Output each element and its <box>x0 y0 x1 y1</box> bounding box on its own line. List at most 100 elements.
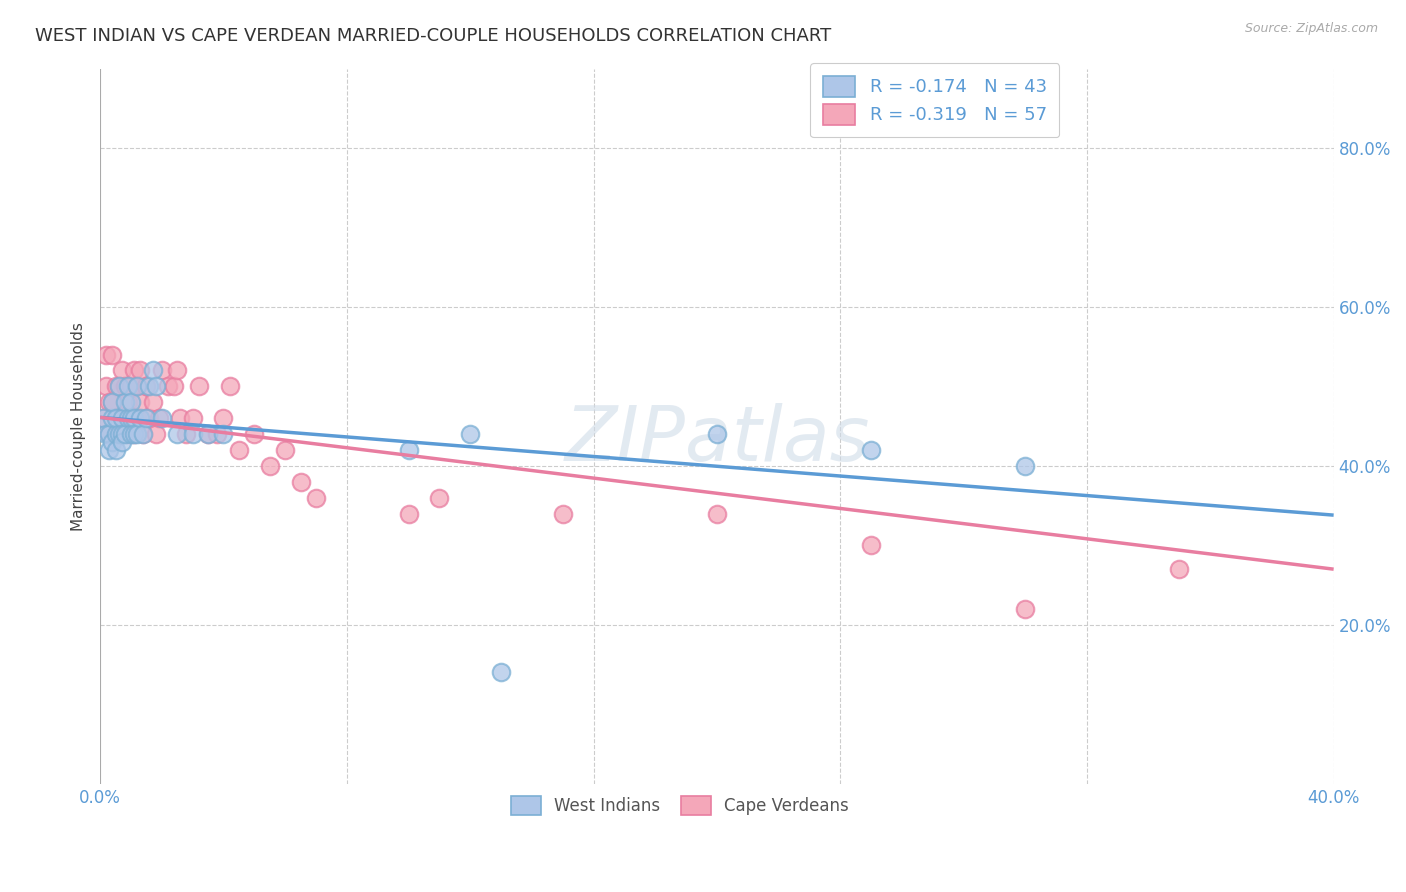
Point <box>458 427 481 442</box>
Point <box>166 427 188 442</box>
Point <box>218 379 240 393</box>
Point <box>129 411 152 425</box>
Point <box>98 442 121 457</box>
Point <box>860 538 883 552</box>
Point <box>181 427 204 442</box>
Point <box>127 411 149 425</box>
Y-axis label: Married-couple Households: Married-couple Households <box>72 322 86 531</box>
Point <box>706 507 728 521</box>
Point <box>129 395 152 409</box>
Point <box>176 427 198 442</box>
Point <box>138 411 160 425</box>
Point <box>96 379 118 393</box>
Point <box>145 379 167 393</box>
Point <box>122 427 145 442</box>
Point <box>117 411 139 425</box>
Point <box>197 427 219 442</box>
Point <box>259 458 281 473</box>
Point <box>132 427 155 442</box>
Point <box>104 379 127 393</box>
Point <box>138 379 160 393</box>
Point <box>114 411 136 425</box>
Point <box>114 395 136 409</box>
Point <box>1168 562 1191 576</box>
Point <box>111 363 134 377</box>
Point <box>163 379 186 393</box>
Point <box>398 507 420 521</box>
Point <box>212 411 235 425</box>
Point <box>96 427 118 442</box>
Point <box>98 395 121 409</box>
Point <box>101 395 124 409</box>
Point <box>114 427 136 442</box>
Point <box>129 363 152 377</box>
Point <box>860 442 883 457</box>
Point <box>127 427 149 442</box>
Point <box>117 427 139 442</box>
Point <box>101 348 124 362</box>
Point <box>120 411 142 425</box>
Point <box>274 442 297 457</box>
Point <box>197 427 219 442</box>
Point <box>228 442 250 457</box>
Point <box>104 427 127 442</box>
Point <box>212 427 235 442</box>
Point <box>489 665 512 680</box>
Point <box>142 395 165 409</box>
Text: Source: ZipAtlas.com: Source: ZipAtlas.com <box>1244 22 1378 36</box>
Point <box>111 427 134 442</box>
Point <box>132 427 155 442</box>
Point <box>148 411 170 425</box>
Point <box>122 411 145 425</box>
Point <box>706 427 728 442</box>
Text: ZIPatlas: ZIPatlas <box>564 403 869 477</box>
Point <box>120 411 142 425</box>
Point <box>150 363 173 377</box>
Point <box>120 395 142 409</box>
Point <box>150 411 173 425</box>
Point <box>111 411 134 425</box>
Point <box>101 435 124 450</box>
Point <box>290 475 312 489</box>
Point <box>117 379 139 393</box>
Point <box>120 379 142 393</box>
Point <box>243 427 266 442</box>
Point <box>101 411 124 425</box>
Point <box>101 395 124 409</box>
Point <box>104 411 127 425</box>
Point <box>305 491 328 505</box>
Point <box>111 427 134 442</box>
Point <box>127 379 149 393</box>
Point <box>91 411 114 425</box>
Point <box>135 411 157 425</box>
Legend: West Indians, Cape Verdeans: West Indians, Cape Verdeans <box>501 786 859 825</box>
Point <box>107 379 129 393</box>
Point <box>117 395 139 409</box>
Point <box>181 411 204 425</box>
Point <box>1014 458 1036 473</box>
Point <box>96 348 118 362</box>
Point <box>91 411 114 425</box>
Point <box>122 363 145 377</box>
Point <box>135 379 157 393</box>
Point <box>98 427 121 442</box>
Point <box>127 379 149 393</box>
Point <box>156 379 179 393</box>
Point <box>120 427 142 442</box>
Text: WEST INDIAN VS CAPE VERDEAN MARRIED-COUPLE HOUSEHOLDS CORRELATION CHART: WEST INDIAN VS CAPE VERDEAN MARRIED-COUP… <box>35 27 831 45</box>
Point <box>142 363 165 377</box>
Point <box>169 411 191 425</box>
Point <box>104 427 127 442</box>
Point <box>104 442 127 457</box>
Point <box>122 427 145 442</box>
Point <box>551 507 574 521</box>
Point <box>1014 602 1036 616</box>
Point <box>111 435 134 450</box>
Point <box>107 427 129 442</box>
Point <box>114 379 136 393</box>
Point <box>166 363 188 377</box>
Point <box>107 427 129 442</box>
Point <box>207 427 229 442</box>
Point <box>427 491 450 505</box>
Point <box>104 411 127 425</box>
